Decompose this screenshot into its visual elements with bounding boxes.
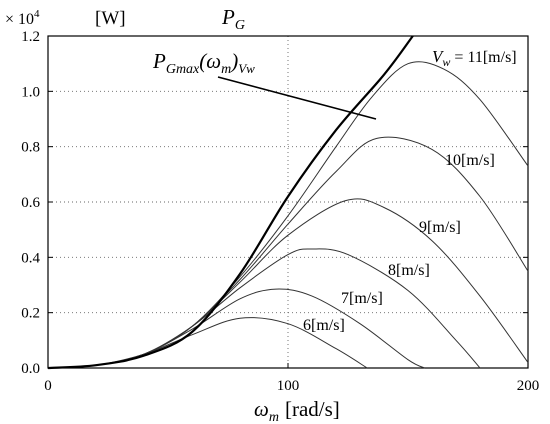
- curve-label-7: 7[m/s]: [341, 290, 383, 307]
- x-axis-title: ωm [rad/s]: [254, 397, 340, 424]
- x-tick-label: 200: [517, 378, 540, 394]
- x-tick-label: 100: [277, 378, 300, 394]
- curve-label-9: 9[m/s]: [419, 219, 461, 236]
- y-tick-label: 0.6: [21, 195, 40, 211]
- max-power-curve: [47, 35, 414, 370]
- y-tick-label: 1.0: [21, 84, 40, 100]
- y-unit: [W]: [95, 8, 126, 29]
- curve-label-6: 6[m/s]: [303, 317, 345, 334]
- curve-label-8: 8[m/s]: [388, 262, 430, 279]
- curve-label-11: Vw = 11[m/s]: [432, 47, 517, 69]
- y-tick-label: 0.0: [21, 361, 40, 377]
- max-curve-label: PGmax(ωm)Vw: [152, 49, 255, 77]
- max-curve-pointer: [217, 76, 377, 120]
- axis-ticks: 0.0 0.2 0.4 0.6 0.8 1.0 1.2 0 100 200: [21, 29, 539, 394]
- max-curve-line: [47, 35, 414, 370]
- y-symbol: PG: [221, 5, 245, 33]
- y-tick-label: 1.2: [21, 29, 40, 45]
- curve-label-10: 10[m/s]: [445, 152, 495, 169]
- grid-lines: [48, 36, 528, 368]
- series-curves: [47, 61, 529, 369]
- x-tick-label: 0: [44, 378, 52, 394]
- y-tick-label: 0.2: [21, 306, 40, 322]
- series-line-11[m/s]: [47, 61, 529, 369]
- y-tick-label: 0.4: [21, 250, 40, 266]
- y-tick-label: 0.8: [21, 140, 40, 156]
- y-multiplier: × 104: [5, 8, 40, 28]
